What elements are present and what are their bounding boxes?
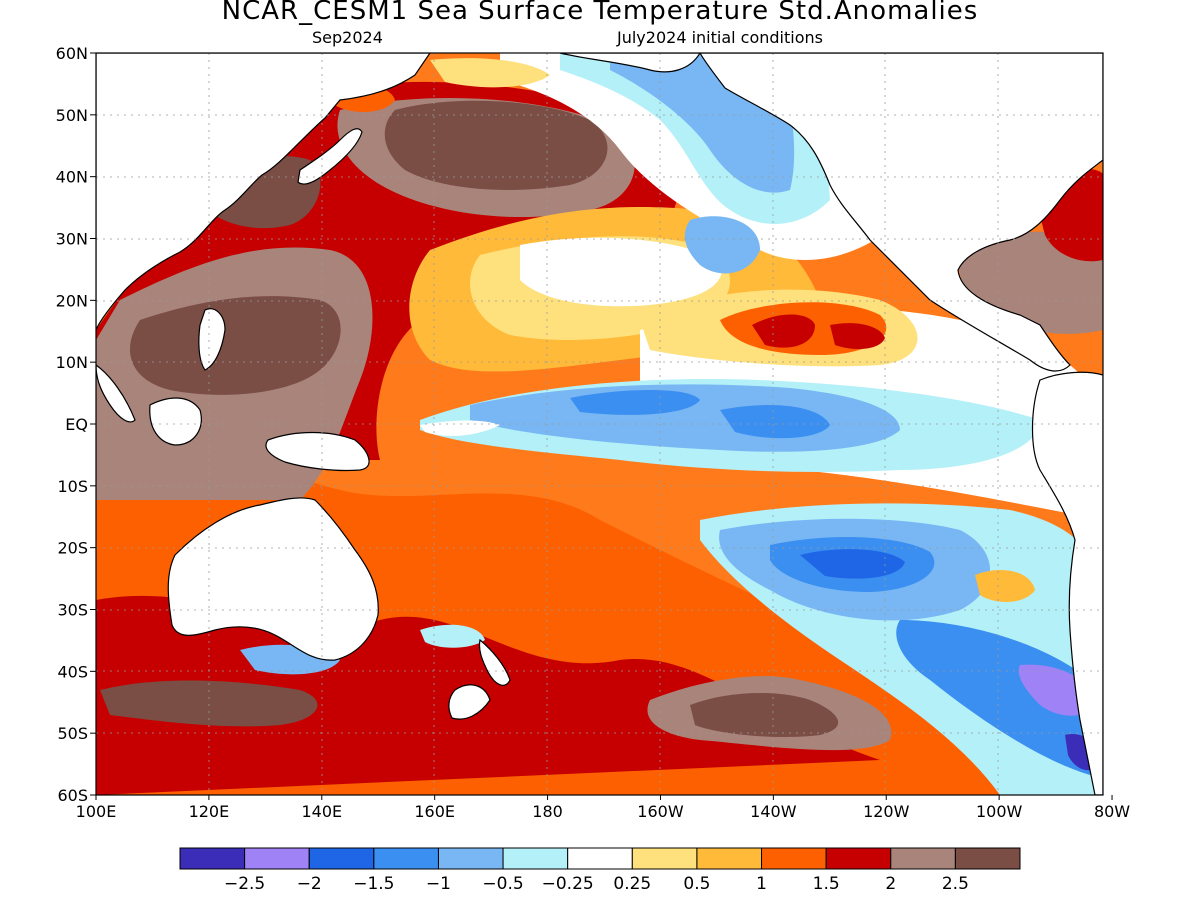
cold-tongue-deep-2 (720, 405, 830, 439)
lon-tick-label: 140E (301, 802, 342, 821)
south-indian-brown (100, 680, 318, 727)
lon-tick-label: 100W (976, 802, 1023, 821)
colorbar-label: −1.5 (353, 874, 394, 894)
colorbar-label: 0.5 (683, 874, 710, 894)
colorbar-swatch (631, 847, 698, 870)
south-pacific-brown (690, 693, 839, 737)
lon-tick-label: 160E (414, 802, 455, 821)
colorbar-label: −0.5 (482, 874, 523, 894)
north-america-land (699, 53, 1103, 372)
colorbar-label: 2.5 (942, 874, 969, 894)
colorbar-label: 1 (756, 874, 767, 894)
colorbar: −2.5 −2 −1.5 −1 −0.5 −0.25 0.25 0.5 1 1.5 2 2.5 (179, 847, 1021, 894)
new-zealand-south (448, 684, 491, 720)
lon-tick-label: 140W (750, 802, 797, 821)
colorbar-swatch (761, 847, 827, 870)
lat-tick-label: 40S (57, 662, 88, 681)
bering-yellow (430, 58, 550, 88)
colorbar-swatch (954, 847, 1021, 870)
lon-tick-label: 160W (637, 802, 684, 821)
japan-land (297, 128, 363, 185)
new-zealand-north (478, 638, 511, 686)
colorbar-swatch (825, 847, 892, 870)
colorbar-swatch (308, 847, 375, 870)
lat-tick-label: 30N (56, 230, 88, 249)
cold-tongue-deep-1 (570, 390, 700, 415)
graticule (96, 53, 1103, 795)
lat-tick-label: 30S (57, 601, 88, 620)
colorbar-swatch (373, 847, 439, 870)
lon-tick-label: 100E (76, 802, 117, 821)
colorbar-label: 1.5 (813, 874, 840, 894)
colorbar-label: 2 (885, 874, 896, 894)
colorbar-swatch (567, 847, 633, 870)
lat-tick-label: 50N (56, 106, 88, 125)
colorbar-label: −0.25 (542, 874, 594, 894)
lat-tick-label: 50S (57, 724, 88, 743)
alaska-land (559, 53, 701, 73)
new-guinea-land (265, 431, 370, 472)
lat-tick-label: 60N (56, 44, 88, 63)
lat-tick-label: 40N (56, 168, 88, 187)
asia-land (96, 53, 431, 331)
colorbar-swatch (179, 847, 246, 870)
colorbar-label: −2 (297, 874, 322, 894)
lon-tick-label: 80W (1094, 802, 1130, 821)
lon-tick-label: 180 (532, 802, 563, 821)
forecast-month: Sep2024 (312, 28, 383, 47)
kuroshio-brown (384, 100, 608, 190)
colorbar-swatch (502, 847, 569, 870)
colorbar-label: −2.5 (224, 874, 265, 894)
colorbar-swatch (244, 847, 310, 870)
longitude-axis: 100E 120E 140E 160E 180 160W 140W 120W 100W 80W (76, 795, 1130, 821)
southeast-deep-blue (800, 549, 905, 579)
south-america-land (1031, 371, 1103, 795)
lat-tick-label: 20N (56, 291, 88, 310)
southeast-orange-patch (975, 570, 1035, 602)
lon-tick-label: 120E (189, 802, 230, 821)
maritime-brown (130, 296, 341, 395)
map-plot (96, 53, 1103, 795)
initial-conditions: July2024 initial conditions (617, 28, 823, 47)
lat-tick-label: 10S (57, 477, 88, 496)
australia-land (167, 497, 379, 661)
map-title: NCAR_CESM1 Sea Surface Temperature Std.A… (221, 0, 979, 26)
colorbar-swatch (696, 847, 763, 870)
lat-tick-label: 10N (56, 353, 88, 372)
ne-blue-patch (684, 216, 760, 274)
lat-tick-label: EQ (65, 415, 88, 434)
landmasses (96, 53, 1103, 795)
colorbar-label: 0.25 (613, 874, 651, 894)
colorbar-swatch (437, 847, 504, 870)
borneo-land (149, 397, 202, 446)
lat-tick-label: 20S (57, 539, 88, 558)
lat-tick-label: 60S (57, 786, 88, 805)
ne-warm-red-1 (752, 314, 815, 348)
central-white (520, 237, 722, 307)
colorbar-label: −1 (426, 874, 451, 894)
tasman-cyan (420, 624, 485, 648)
colorbar-swatch (890, 847, 956, 870)
philippines-land (198, 308, 226, 371)
ne-warm-red-2 (830, 323, 885, 350)
lon-tick-label: 120W (863, 802, 910, 821)
latitude-axis: 60N 50N 40N 30N 20N 10N EQ 10S 20S 30S 40S 50S 60S (56, 44, 96, 805)
sumatra-land (96, 364, 136, 423)
